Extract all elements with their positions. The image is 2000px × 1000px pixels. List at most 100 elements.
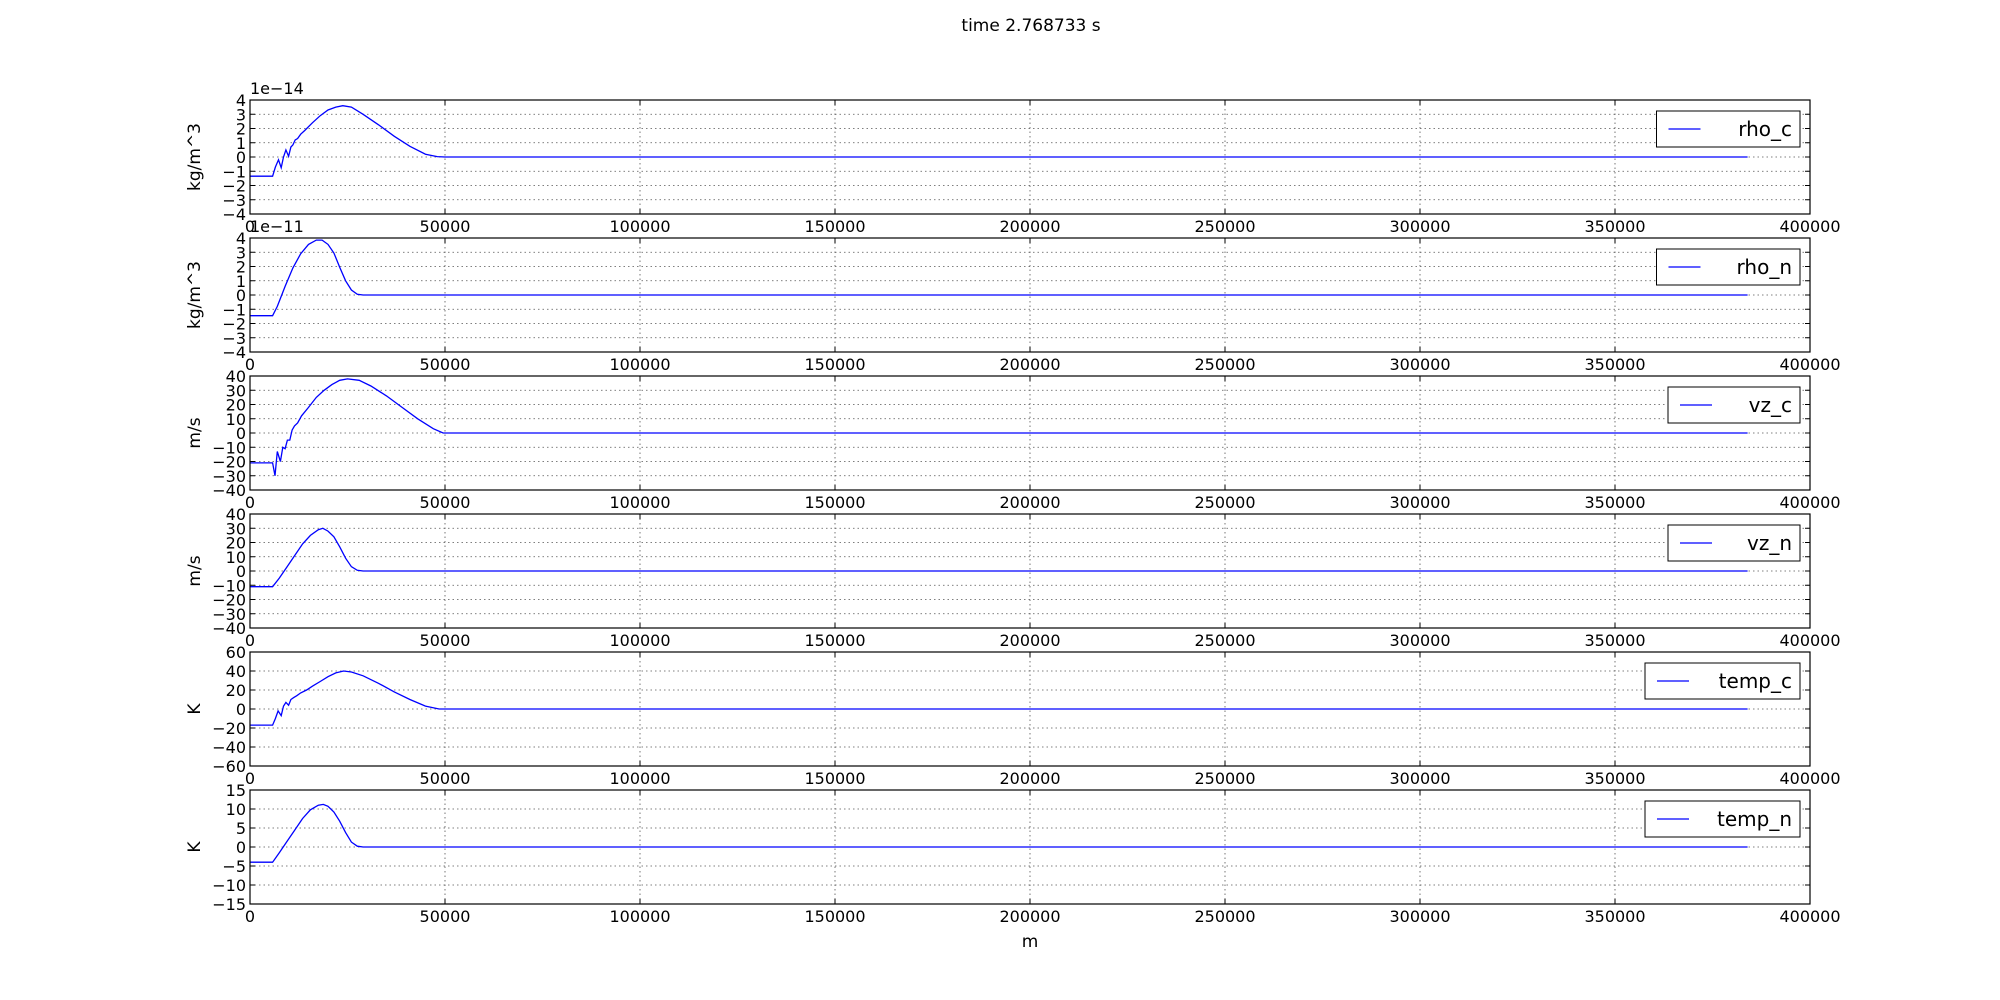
subplot-5: 0 50000 100000 150000 200000 250000 300000 3500… — [185, 643, 1841, 788]
y-tick-label: −40 — [212, 738, 246, 757]
y-tick-label: −20 — [212, 719, 246, 738]
x-tick-label: 250000 — [1194, 769, 1255, 788]
y-tick-label: 0 — [236, 838, 246, 857]
y-tick-label: −3 — [222, 191, 246, 210]
y-tick-label: 10 — [226, 548, 246, 567]
y-axis-label: kg/m^3 — [185, 261, 205, 329]
y-tick-label: 30 — [226, 381, 246, 400]
legend: temp_n — [1644, 800, 1801, 838]
x-tick-label: 300000 — [1389, 355, 1450, 374]
legend: rho_c — [1656, 110, 1801, 148]
x-tick-label: 100000 — [609, 493, 670, 512]
y-tick-label: 1 — [236, 272, 246, 291]
y-tick-label: 1 — [236, 134, 246, 153]
x-tick-label: 400000 — [1779, 355, 1840, 374]
legend: rho_n — [1656, 248, 1801, 286]
y-tick-label: 3 — [236, 105, 246, 124]
y-tick-label: 20 — [226, 534, 246, 553]
axes-frame — [249, 237, 1811, 353]
x-tick-label: 400000 — [1779, 631, 1840, 650]
y-tick-label: 40 — [226, 367, 246, 386]
legend: vz_n — [1667, 524, 1801, 562]
x-tick-label: 350000 — [1584, 769, 1645, 788]
y-axis-label: m/s — [185, 417, 205, 448]
x-tick-label: 400000 — [1779, 217, 1840, 236]
legend-box — [1656, 248, 1801, 286]
y-tick-label: −40 — [212, 619, 246, 638]
y-axis-label: kg/m^3 — [185, 123, 205, 191]
offset-text: 1e−14 — [250, 79, 304, 98]
axes-frame — [249, 789, 1811, 905]
y-tick-label: −2 — [222, 315, 246, 334]
x-tick-label: 350000 — [1584, 631, 1645, 650]
x-tick-label: 0 — [245, 907, 255, 926]
x-tick-label: 300000 — [1389, 493, 1450, 512]
x-tick-label: 100000 — [609, 631, 670, 650]
x-tick-label: 350000 — [1584, 493, 1645, 512]
x-axis-label: m — [1021, 932, 1039, 952]
y-tick-label: 0 — [236, 148, 246, 167]
x-tick-label: 0 — [245, 355, 255, 374]
y-tick-label: 40 — [226, 505, 246, 524]
axes-frame — [249, 513, 1811, 629]
x-tick-label: 200000 — [999, 493, 1060, 512]
y-tick-label: 40 — [226, 662, 246, 681]
x-tick-label: 100000 — [609, 769, 670, 788]
subplot-6: 0 50000 100000 150000 200000 250000 300000 3500… — [185, 781, 1841, 926]
y-tick-label: 20 — [226, 681, 246, 700]
y-tick-label: −1 — [222, 300, 246, 319]
series-line-vz_c — [250, 378, 1748, 476]
x-tick-label: 50000 — [420, 631, 471, 650]
x-tick-label: 50000 — [420, 355, 471, 374]
y-tick-label: 3 — [236, 243, 246, 262]
x-tick-label: 50000 — [420, 769, 471, 788]
x-tick-label: 250000 — [1194, 217, 1255, 236]
x-tick-label: 150000 — [804, 769, 865, 788]
y-tick-label: −15 — [212, 895, 246, 914]
legend-label: rho_c — [1738, 117, 1792, 141]
y-axis-label: K — [185, 703, 205, 715]
y-axis-label: m/s — [185, 555, 205, 586]
x-tick-label: 350000 — [1584, 355, 1645, 374]
x-tick-label: 50000 — [420, 907, 471, 926]
axes-frame — [249, 375, 1811, 491]
y-tick-label: 5 — [236, 819, 246, 838]
x-tick-label: 150000 — [804, 217, 865, 236]
y-tick-label: 0 — [236, 700, 246, 719]
y-axis-label: K — [185, 841, 205, 853]
legend-label: rho_n — [1737, 255, 1792, 279]
offset-text: 1e−11 — [250, 217, 304, 236]
x-tick-label: 400000 — [1779, 493, 1840, 512]
x-tick-label: 150000 — [804, 631, 865, 650]
x-tick-label: 0 — [245, 217, 255, 236]
y-tick-label: 2 — [236, 120, 246, 139]
x-tick-label: 100000 — [609, 217, 670, 236]
subplot-4: 0 50000 100000 150000 200000 250000 300000 3500… — [185, 505, 1841, 650]
legend: temp_c — [1644, 662, 1801, 700]
x-tick-label: 250000 — [1194, 493, 1255, 512]
y-tick-label: 4 — [236, 91, 246, 110]
series-line-vz_n — [250, 527, 1748, 588]
series-line-rho_n — [250, 239, 1748, 317]
series-line-rho_c — [250, 105, 1748, 177]
y-tick-label: −30 — [212, 467, 246, 486]
y-tick-label: 0 — [236, 424, 246, 443]
series-line-temp_n — [250, 803, 1748, 863]
y-tick-label: 0 — [236, 286, 246, 305]
legend-label: temp_n — [1717, 807, 1792, 831]
y-tick-label: 30 — [226, 519, 246, 538]
x-tick-label: 200000 — [999, 217, 1060, 236]
y-tick-label: 2 — [236, 258, 246, 277]
y-tick-label: −40 — [212, 481, 246, 500]
x-tick-label: 250000 — [1194, 355, 1255, 374]
y-tick-label: −30 — [212, 605, 246, 624]
x-tick-label: 0 — [245, 493, 255, 512]
legend-label: vz_n — [1747, 531, 1792, 555]
y-tick-label: 60 — [226, 643, 246, 662]
x-tick-label: 250000 — [1194, 907, 1255, 926]
y-tick-label: 4 — [236, 229, 246, 248]
legend-label: temp_c — [1719, 669, 1792, 693]
x-tick-label: 150000 — [804, 493, 865, 512]
figure-title: time 2.768733 s — [961, 16, 1101, 36]
x-tick-label: 200000 — [999, 769, 1060, 788]
